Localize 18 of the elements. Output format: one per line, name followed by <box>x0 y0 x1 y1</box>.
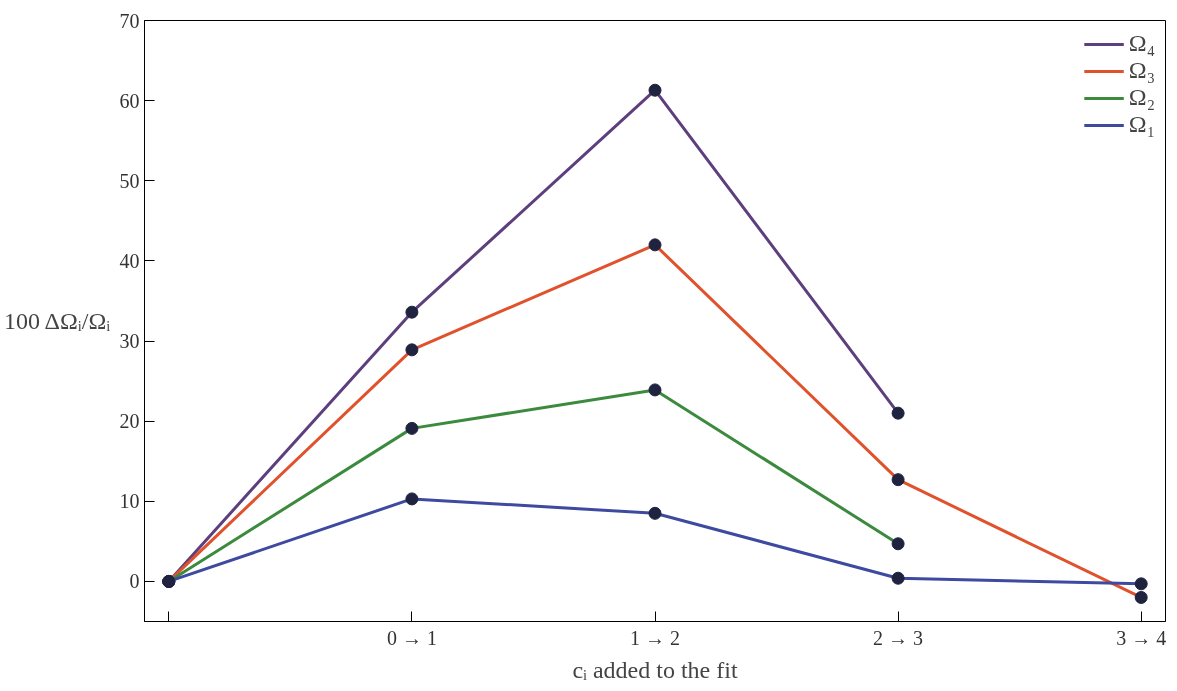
legend-label: Ω₃ <box>1128 57 1155 84</box>
legend-label: Ω₁ <box>1128 111 1155 138</box>
x-tick-label: 3 → 4 <box>1116 626 1167 649</box>
y-tick-label: 40 <box>119 249 140 272</box>
y-tick-label: 50 <box>119 169 140 192</box>
y-tick-label: 30 <box>119 330 140 353</box>
y-tick-label: 10 <box>119 490 140 513</box>
y-tick-label: 20 <box>119 410 140 433</box>
x-tick-label: 1 → 2 <box>630 626 680 649</box>
y-tick-label: 70 <box>119 9 140 32</box>
y-axis-title: 100 ΔΩᵢ/Ωᵢ <box>3 308 111 334</box>
y-tick-label: 0 <box>129 570 140 593</box>
y-tick-label: 60 <box>119 89 140 112</box>
legend-label: Ω₂ <box>1128 84 1155 111</box>
x-tick-label: 2 → 3 <box>873 626 924 649</box>
x-tick-label: 0 → 1 <box>386 626 437 649</box>
x-axis-title: cᵢ added to the fit <box>572 656 738 683</box>
legend-label: Ω₄ <box>1128 30 1155 57</box>
